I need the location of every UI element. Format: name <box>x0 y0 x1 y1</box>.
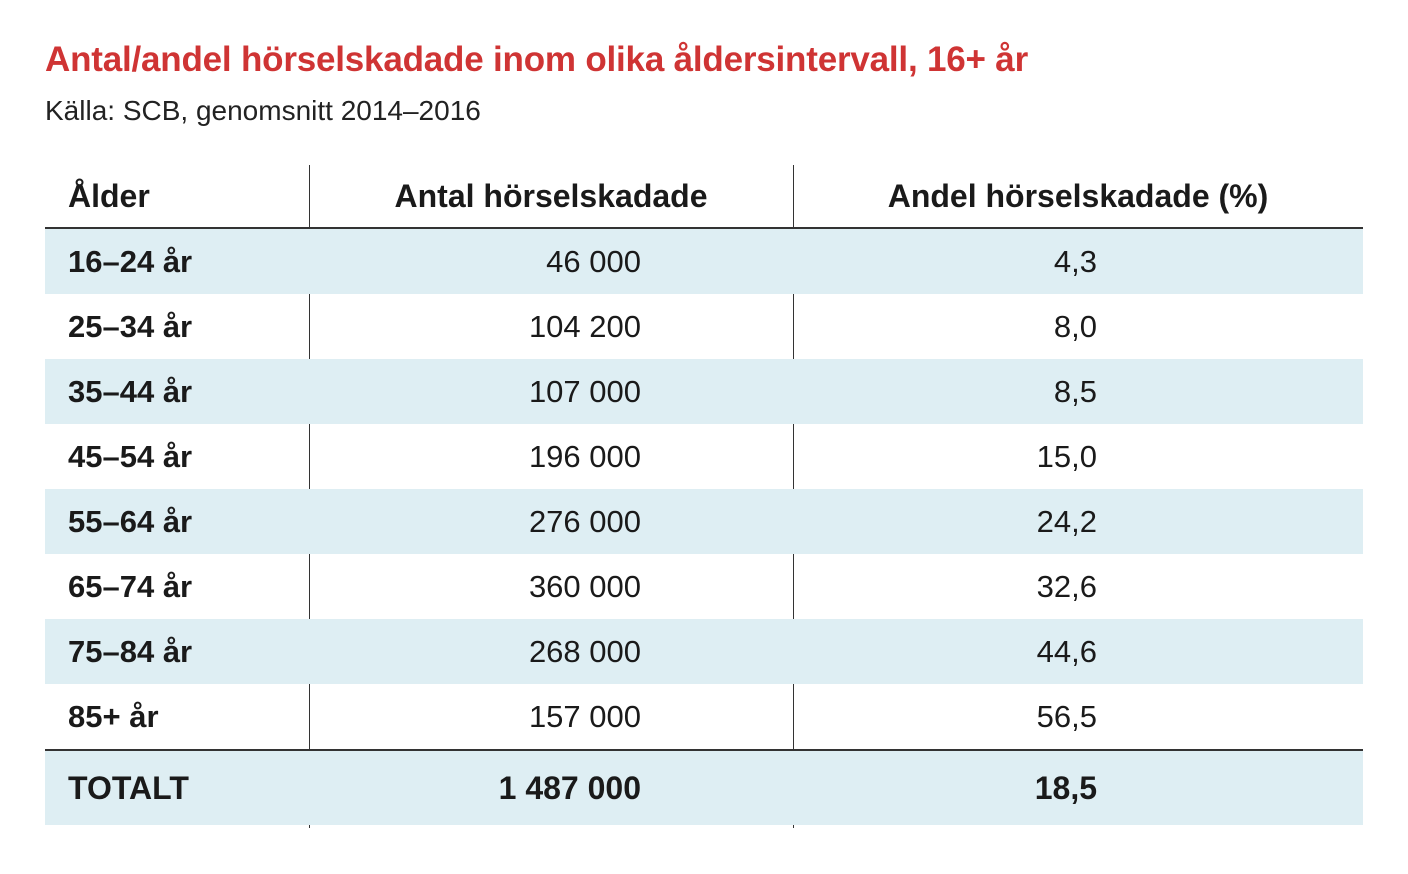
age-cell: 35–44 år <box>68 373 193 409</box>
share-cell: 8,0 <box>1053 308 1097 344</box>
share-cell: 15,0 <box>1036 438 1097 474</box>
table-row: 16–24 år 46 000 4,3 <box>45 229 1363 294</box>
count-cell: 104 200 <box>528 308 641 344</box>
age-cell: 75–84 år <box>68 633 193 669</box>
share-cell: 8,5 <box>1053 373 1097 409</box>
age-cell: 45–54 år <box>68 438 193 474</box>
count-cell: 360 000 <box>528 568 641 604</box>
table-row: 85+ år 157 000 56,5 <box>45 684 1363 749</box>
count-cell: 46 000 <box>546 243 641 279</box>
share-cell: 24,2 <box>1036 503 1097 539</box>
count-cell: 196 000 <box>528 438 641 474</box>
share-cell: 44,6 <box>1036 633 1097 669</box>
data-table: Ålder Antal hörselskadade Andel hörselsk… <box>45 165 1363 828</box>
age-cell: 65–74 år <box>68 568 193 604</box>
chart-source: Källa: SCB, genomsnitt 2014–2016 <box>45 95 481 126</box>
table-row: 25–34 år 104 200 8,0 <box>45 294 1363 359</box>
age-cell: 16–24 år <box>68 243 193 279</box>
table-row: 35–44 år 107 000 8,5 <box>45 359 1363 424</box>
column-header-share: Andel hörselskadade (%) <box>887 177 1269 214</box>
column-header-age: Ålder <box>68 177 150 214</box>
count-cell: 276 000 <box>528 503 641 539</box>
chart-title: Antal/andel hörselskadade inom olika åld… <box>45 40 1028 79</box>
age-cell: 85+ år <box>68 698 159 734</box>
total-row: TOTALT 1 487 000 18,5 <box>45 749 1363 825</box>
share-cell: 56,5 <box>1036 698 1097 734</box>
table-row: 75–84 år 268 000 44,6 <box>45 619 1363 684</box>
share-cell: 4,3 <box>1053 243 1097 279</box>
total-share: 18,5 <box>1034 769 1097 806</box>
total-count: 1 487 000 <box>498 769 641 806</box>
total-label: TOTALT <box>68 769 189 806</box>
count-cell: 157 000 <box>528 698 641 734</box>
count-cell: 107 000 <box>528 373 641 409</box>
share-cell: 32,6 <box>1036 568 1097 604</box>
column-header-count: Antal hörselskadade <box>394 177 708 214</box>
count-cell: 268 000 <box>528 633 641 669</box>
age-cell: 25–34 år <box>68 308 193 344</box>
table-row: 65–74 år 360 000 32,6 <box>45 554 1363 619</box>
table-row: 45–54 år 196 000 15,0 <box>45 424 1363 489</box>
table-row: 55–64 år 276 000 24,2 <box>45 489 1363 554</box>
table-header: Ålder Antal hörselskadade Andel hörselsk… <box>45 165 1363 229</box>
age-cell: 55–64 år <box>68 503 193 539</box>
